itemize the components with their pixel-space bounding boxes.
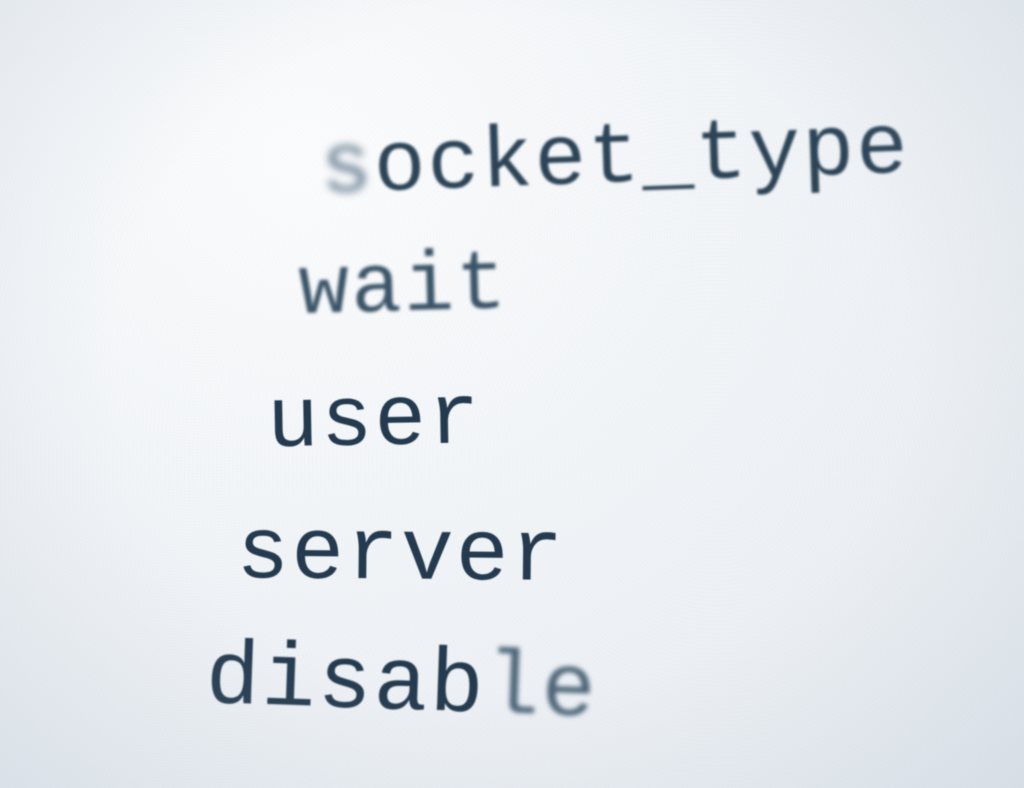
keyword-disable-suffix: le <box>483 637 600 744</box>
keyword-disable: disable <box>204 628 599 744</box>
keyword-server: server <box>236 505 566 607</box>
keyword-socket-type: socket_type <box>319 99 912 218</box>
keyword-socket-type-rest: ocket_type <box>372 99 912 217</box>
keyword-disable-main: disab <box>204 628 488 740</box>
keyword-user: user <box>266 370 483 472</box>
keyword-socket-type-prefix: s <box>318 118 376 218</box>
keyword-wait: wait <box>297 238 510 339</box>
